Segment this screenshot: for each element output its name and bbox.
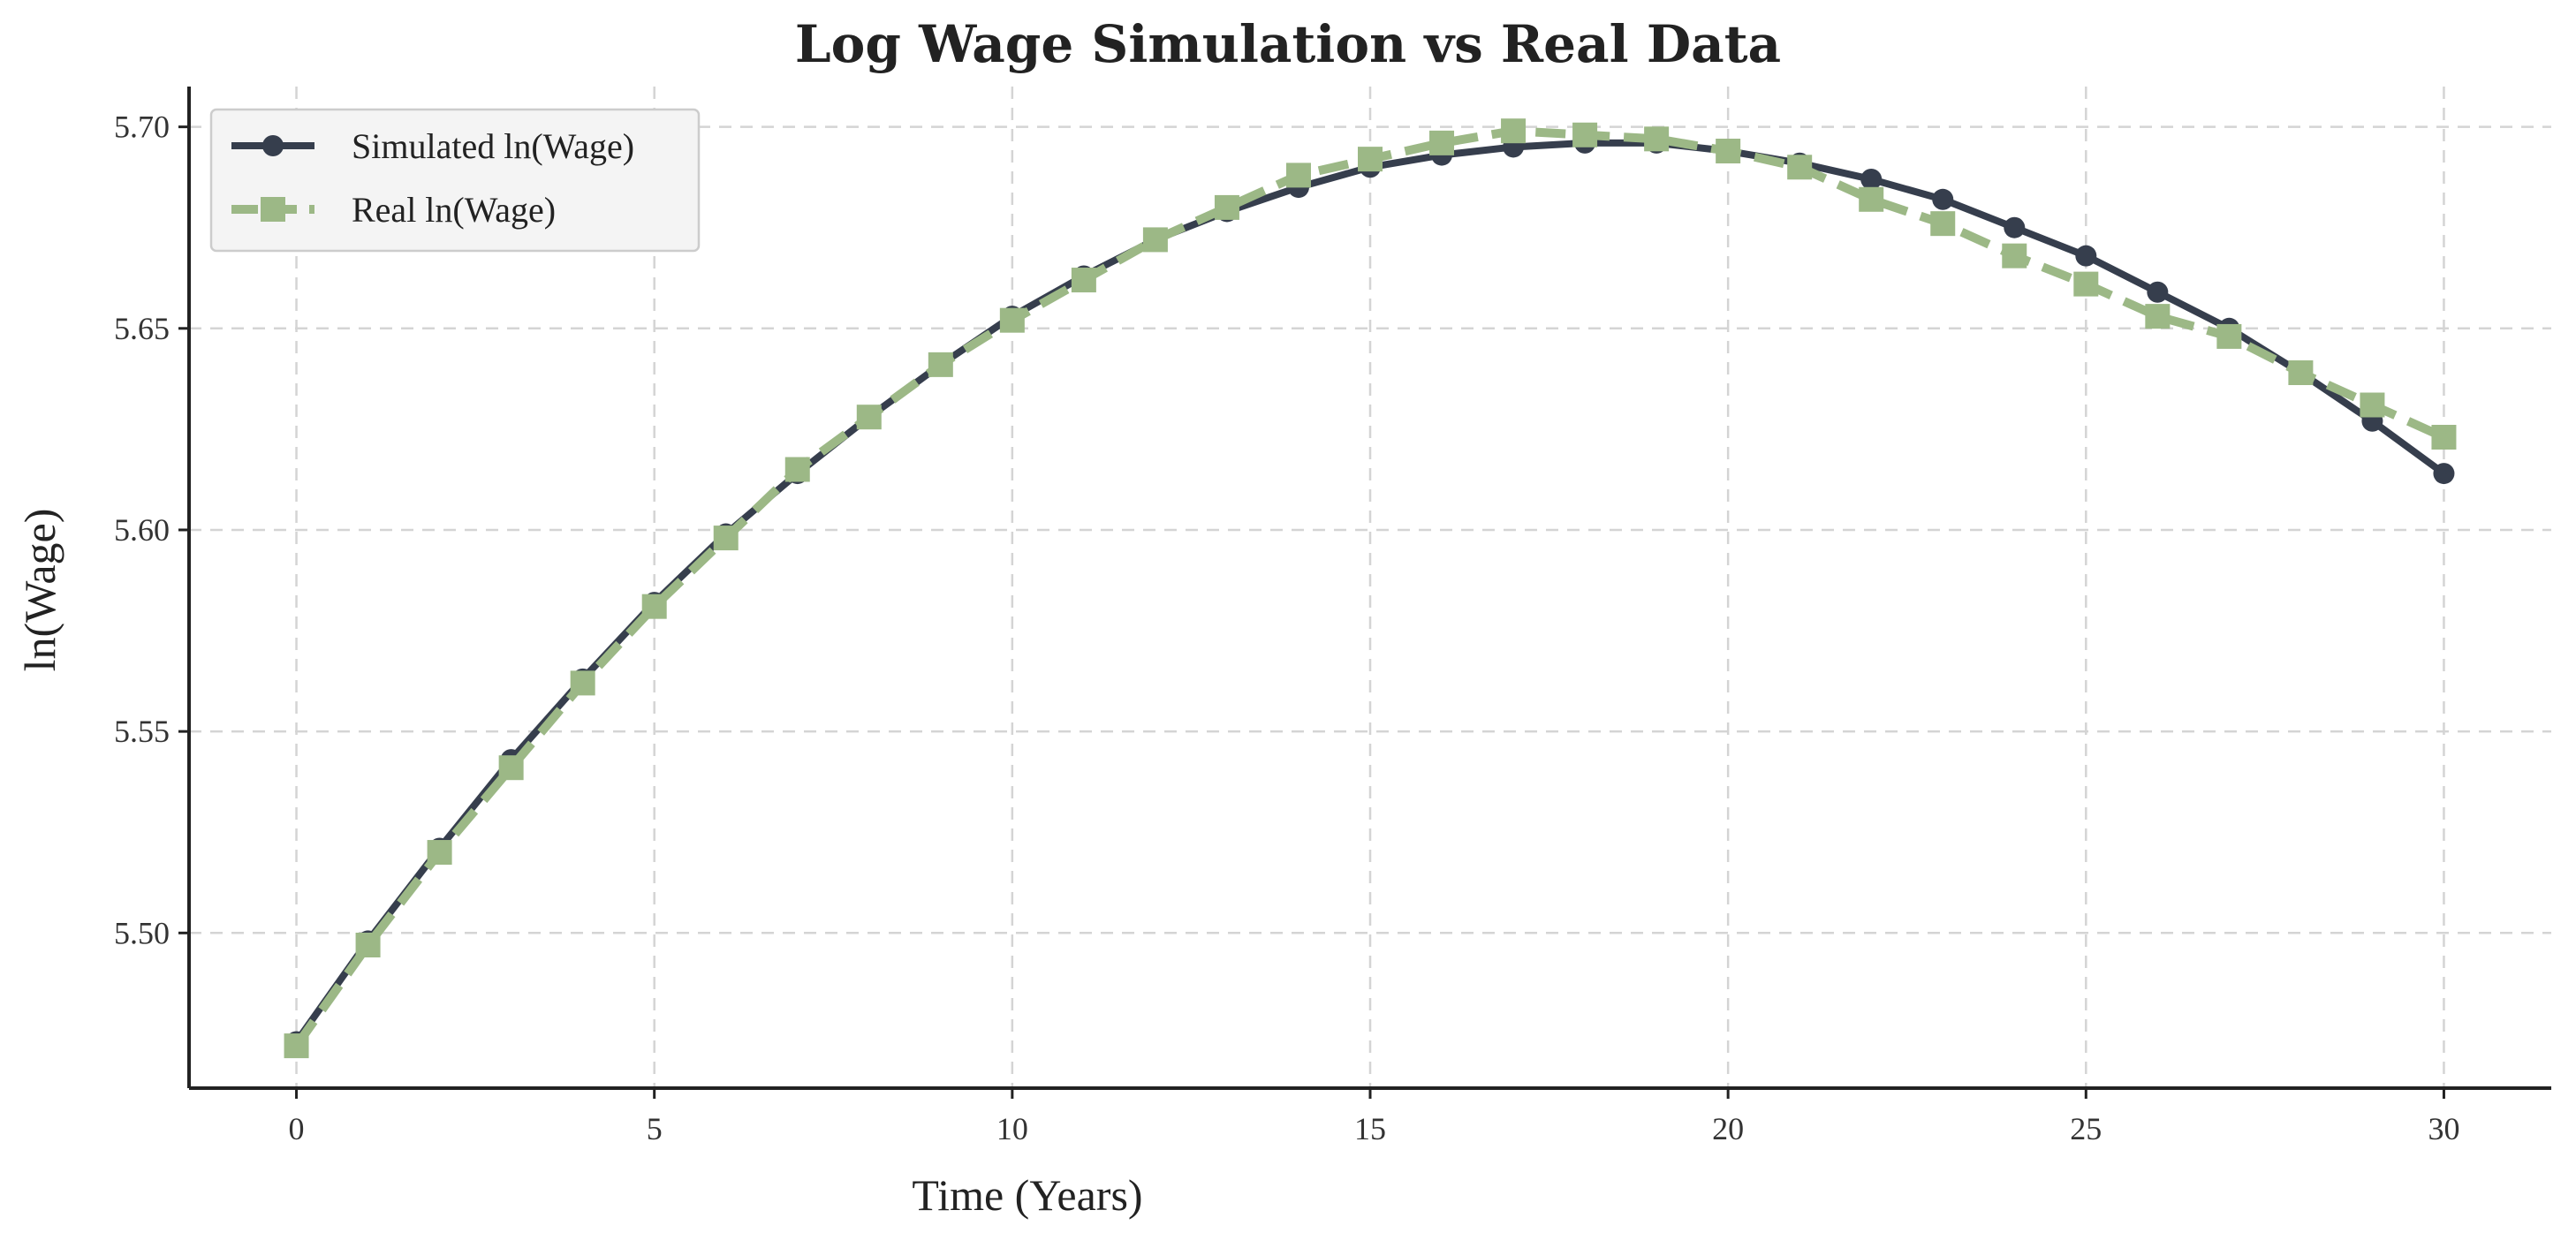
real-point (1787, 155, 1813, 180)
simulated-point (2147, 281, 2169, 303)
y-tick-label: 5.50 (114, 915, 170, 950)
y-tick-label: 5.65 (114, 311, 170, 346)
y-tick-label: 5.60 (114, 512, 170, 548)
real-point (1644, 126, 1670, 152)
real-point (2216, 323, 2242, 349)
real-point (1214, 194, 1239, 220)
real-point (2145, 304, 2171, 329)
simulated-point (2075, 245, 2097, 267)
real-point (2288, 360, 2314, 385)
series-layer (284, 118, 2457, 1059)
real-point (2073, 271, 2099, 297)
real-point (2360, 392, 2385, 418)
chart-title: Log Wage Simulation vs Real Data (795, 14, 1781, 74)
real-point (1142, 227, 1168, 253)
real-point (570, 670, 595, 696)
real-point (1859, 186, 1884, 212)
simulated-point (1860, 168, 1883, 190)
y-axis-label: ln(Wage) (15, 509, 64, 672)
real-point (784, 457, 810, 482)
simulated-point (1932, 188, 1954, 210)
legend-box (209, 108, 701, 253)
real-point (2431, 425, 2457, 450)
real-point (856, 405, 882, 430)
real-point (1716, 139, 1741, 164)
real-point (1285, 163, 1311, 188)
real-point (928, 352, 953, 377)
x-tick-label: 25 (2070, 1111, 2102, 1146)
real-point (355, 933, 381, 957)
real-point (1572, 122, 1598, 147)
real-point (1071, 268, 1096, 293)
real-point (641, 594, 667, 619)
real-point (713, 526, 739, 551)
y-tick-label: 5.55 (114, 714, 170, 749)
real-point (1358, 147, 1383, 172)
y-tick-label: 5.70 (114, 110, 170, 145)
real-point (999, 307, 1025, 333)
simulated-legend-label: Simulated ln(Wage) (352, 126, 634, 166)
ticks: 0 5 10 15 20 25 30 5.50 5.55 5.60 5.65 5.70 (114, 110, 2459, 1146)
x-tick-label: 5 (647, 1111, 663, 1146)
real-point (1501, 118, 1527, 144)
simulated-legend-marker (262, 135, 284, 156)
x-tick-label: 20 (1712, 1111, 1744, 1146)
real-point (498, 755, 524, 781)
real-point (427, 840, 452, 866)
real-legend-marker (261, 197, 285, 222)
simulated-point (2004, 216, 2026, 238)
legend: Simulated ln(Wage) Real ln(Wage) (209, 108, 701, 253)
real-point (1930, 211, 1956, 237)
x-axis-label: Time (Years) (912, 1170, 1142, 1220)
simulated-point (2433, 463, 2455, 485)
real-point (1429, 130, 1455, 155)
x-tick-label: 0 (289, 1111, 305, 1146)
x-tick-label: 30 (2428, 1111, 2459, 1146)
real-point (284, 1033, 309, 1059)
real-legend-label: Real ln(Wage) (352, 190, 556, 230)
x-tick-label: 10 (996, 1111, 1028, 1146)
x-tick-label: 15 (1354, 1111, 1386, 1146)
real-point (2002, 243, 2027, 269)
